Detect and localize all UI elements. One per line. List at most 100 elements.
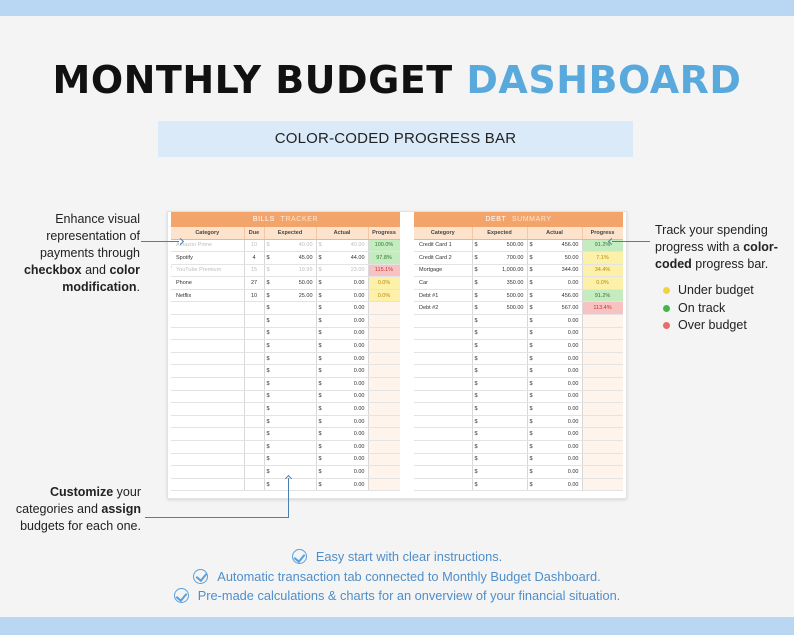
annotation-progress: Track your spending progress with a colo… <box>655 222 780 273</box>
bill-progress <box>368 339 400 353</box>
bill-due <box>244 377 265 391</box>
currency-symbol: $ <box>318 267 322 274</box>
bills-col-header: Due <box>244 227 265 240</box>
currency-symbol: $ <box>266 456 270 463</box>
bill-due <box>244 314 265 328</box>
checkbox-checked-icon[interactable]: ✓ <box>171 265 173 273</box>
debt-progress <box>582 314 623 328</box>
ann-text: your categories and <box>15 485 141 516</box>
currency-symbol: $ <box>474 380 478 387</box>
debt-actual: $0.00 <box>527 377 583 391</box>
debt-progress: 91.2% <box>582 289 623 303</box>
bills-col-header: Category <box>171 227 245 240</box>
bill-progress <box>368 314 400 328</box>
table-row: $ $0.00 <box>171 440 400 454</box>
bill-expected: $ <box>264 327 317 341</box>
debt-expected: $ <box>472 465 528 479</box>
currency-symbol: $ <box>318 280 322 287</box>
feature-text: Pre-made calculations & charts for an on… <box>197 588 621 603</box>
bills-col-header: Progress <box>368 227 400 240</box>
debt-progress <box>582 440 623 454</box>
bill-actual: $40.00 <box>316 239 369 253</box>
debt-category <box>414 478 473 492</box>
table-row: $ $0.00 <box>171 314 400 328</box>
debt-actual: $456.00 <box>527 289 583 303</box>
debt-expected: $ <box>472 427 528 441</box>
bill-category: Netflix <box>171 289 245 303</box>
debt-category <box>414 453 473 467</box>
table-row: $ $0.00 <box>171 453 400 467</box>
table-row: Netflix 10 $25.00 $0.00 0.0% <box>171 289 400 303</box>
table-row: Spotify 4 $45.00 $44.00 97.8% <box>171 251 400 265</box>
debt-category: Car <box>414 276 473 290</box>
debt-progress <box>582 453 623 467</box>
bill-progress <box>368 327 400 341</box>
bill-expected: $ <box>264 352 317 366</box>
feature-list: Easy start with clear instructions. Auto… <box>0 547 794 606</box>
bill-progress <box>368 364 400 379</box>
bill-category: ✓Amazon Prime <box>171 239 245 253</box>
checkbox-checked-icon[interactable]: ✓ <box>171 240 173 248</box>
bill-expected: $ <box>264 339 317 353</box>
bill-actual: $0.00 <box>316 427 369 441</box>
debt-expected: $ <box>472 364 528 379</box>
connector-checkbox-line <box>141 241 179 243</box>
table-row: $ $0.00 <box>171 415 400 429</box>
currency-symbol: $ <box>266 418 270 425</box>
debt-header: DEBT SUMMARY <box>414 212 623 227</box>
currency-symbol: $ <box>529 456 533 463</box>
table-row: $ $0.00 <box>171 465 400 479</box>
bill-expected: $ <box>264 440 317 454</box>
bill-actual: $0.00 <box>316 339 369 353</box>
debt-actual: $0.00 <box>527 465 583 479</box>
currency-symbol: $ <box>318 406 322 413</box>
debt-expected: $350.00 <box>472 276 528 290</box>
feature-item: Easy start with clear instructions. <box>0 547 794 567</box>
currency-symbol: $ <box>318 481 322 488</box>
ann-text: budgets for each one. <box>20 519 141 533</box>
currency-symbol: $ <box>266 305 270 312</box>
subtitle-banner: COLOR-CODED PROGRESS BAR <box>158 121 633 157</box>
currency-symbol: $ <box>529 317 533 324</box>
currency-symbol: $ <box>266 254 270 261</box>
bill-category <box>171 301 245 316</box>
debt-actual: $0.00 <box>527 453 583 467</box>
currency-symbol: $ <box>529 305 533 312</box>
table-row: $ $0.00 <box>171 427 400 441</box>
debt-category: Debt #1 <box>414 289 473 303</box>
debt-actual: $0.00 <box>527 339 583 353</box>
bill-due: 27 <box>244 276 265 290</box>
ann-bold: assign <box>101 502 141 516</box>
debt-actual: $0.00 <box>527 415 583 429</box>
currency-symbol: $ <box>474 254 478 261</box>
bill-expected: $ <box>264 415 317 429</box>
bill-due <box>244 427 265 441</box>
bills-tracker-panel: BILLS TRACKER Category Due Expected Actual P… <box>171 212 400 498</box>
currency-symbol: $ <box>529 267 533 274</box>
debt-table: Category Expected Actual Progress Credit Ca… <box>414 227 623 492</box>
bill-actual: $0.00 <box>316 440 369 454</box>
check-circle-icon <box>291 549 307 565</box>
bills-col-header: Actual <box>316 227 369 240</box>
currency-symbol: $ <box>529 380 533 387</box>
bill-actual: $0.00 <box>316 289 369 303</box>
table-row: $ $0.00 <box>171 301 400 316</box>
table-row: $ $0.00 <box>414 390 623 404</box>
currency-symbol: $ <box>266 468 270 475</box>
bill-actual: $0.00 <box>316 314 369 328</box>
table-row: $ $0.00 <box>414 402 623 416</box>
bill-category <box>171 327 245 341</box>
bill-progress <box>368 440 400 454</box>
ann-text: progress bar. <box>691 257 769 271</box>
debt-col-header: Actual <box>527 227 583 240</box>
bill-due <box>244 465 265 479</box>
currency-symbol: $ <box>529 280 533 287</box>
debt-category <box>414 440 473 454</box>
debt-expected: $1,000.00 <box>472 264 528 278</box>
bill-progress <box>368 352 400 366</box>
debt-category <box>414 364 473 379</box>
debt-expected: $ <box>472 453 528 467</box>
debt-category: Mortgage <box>414 264 473 278</box>
